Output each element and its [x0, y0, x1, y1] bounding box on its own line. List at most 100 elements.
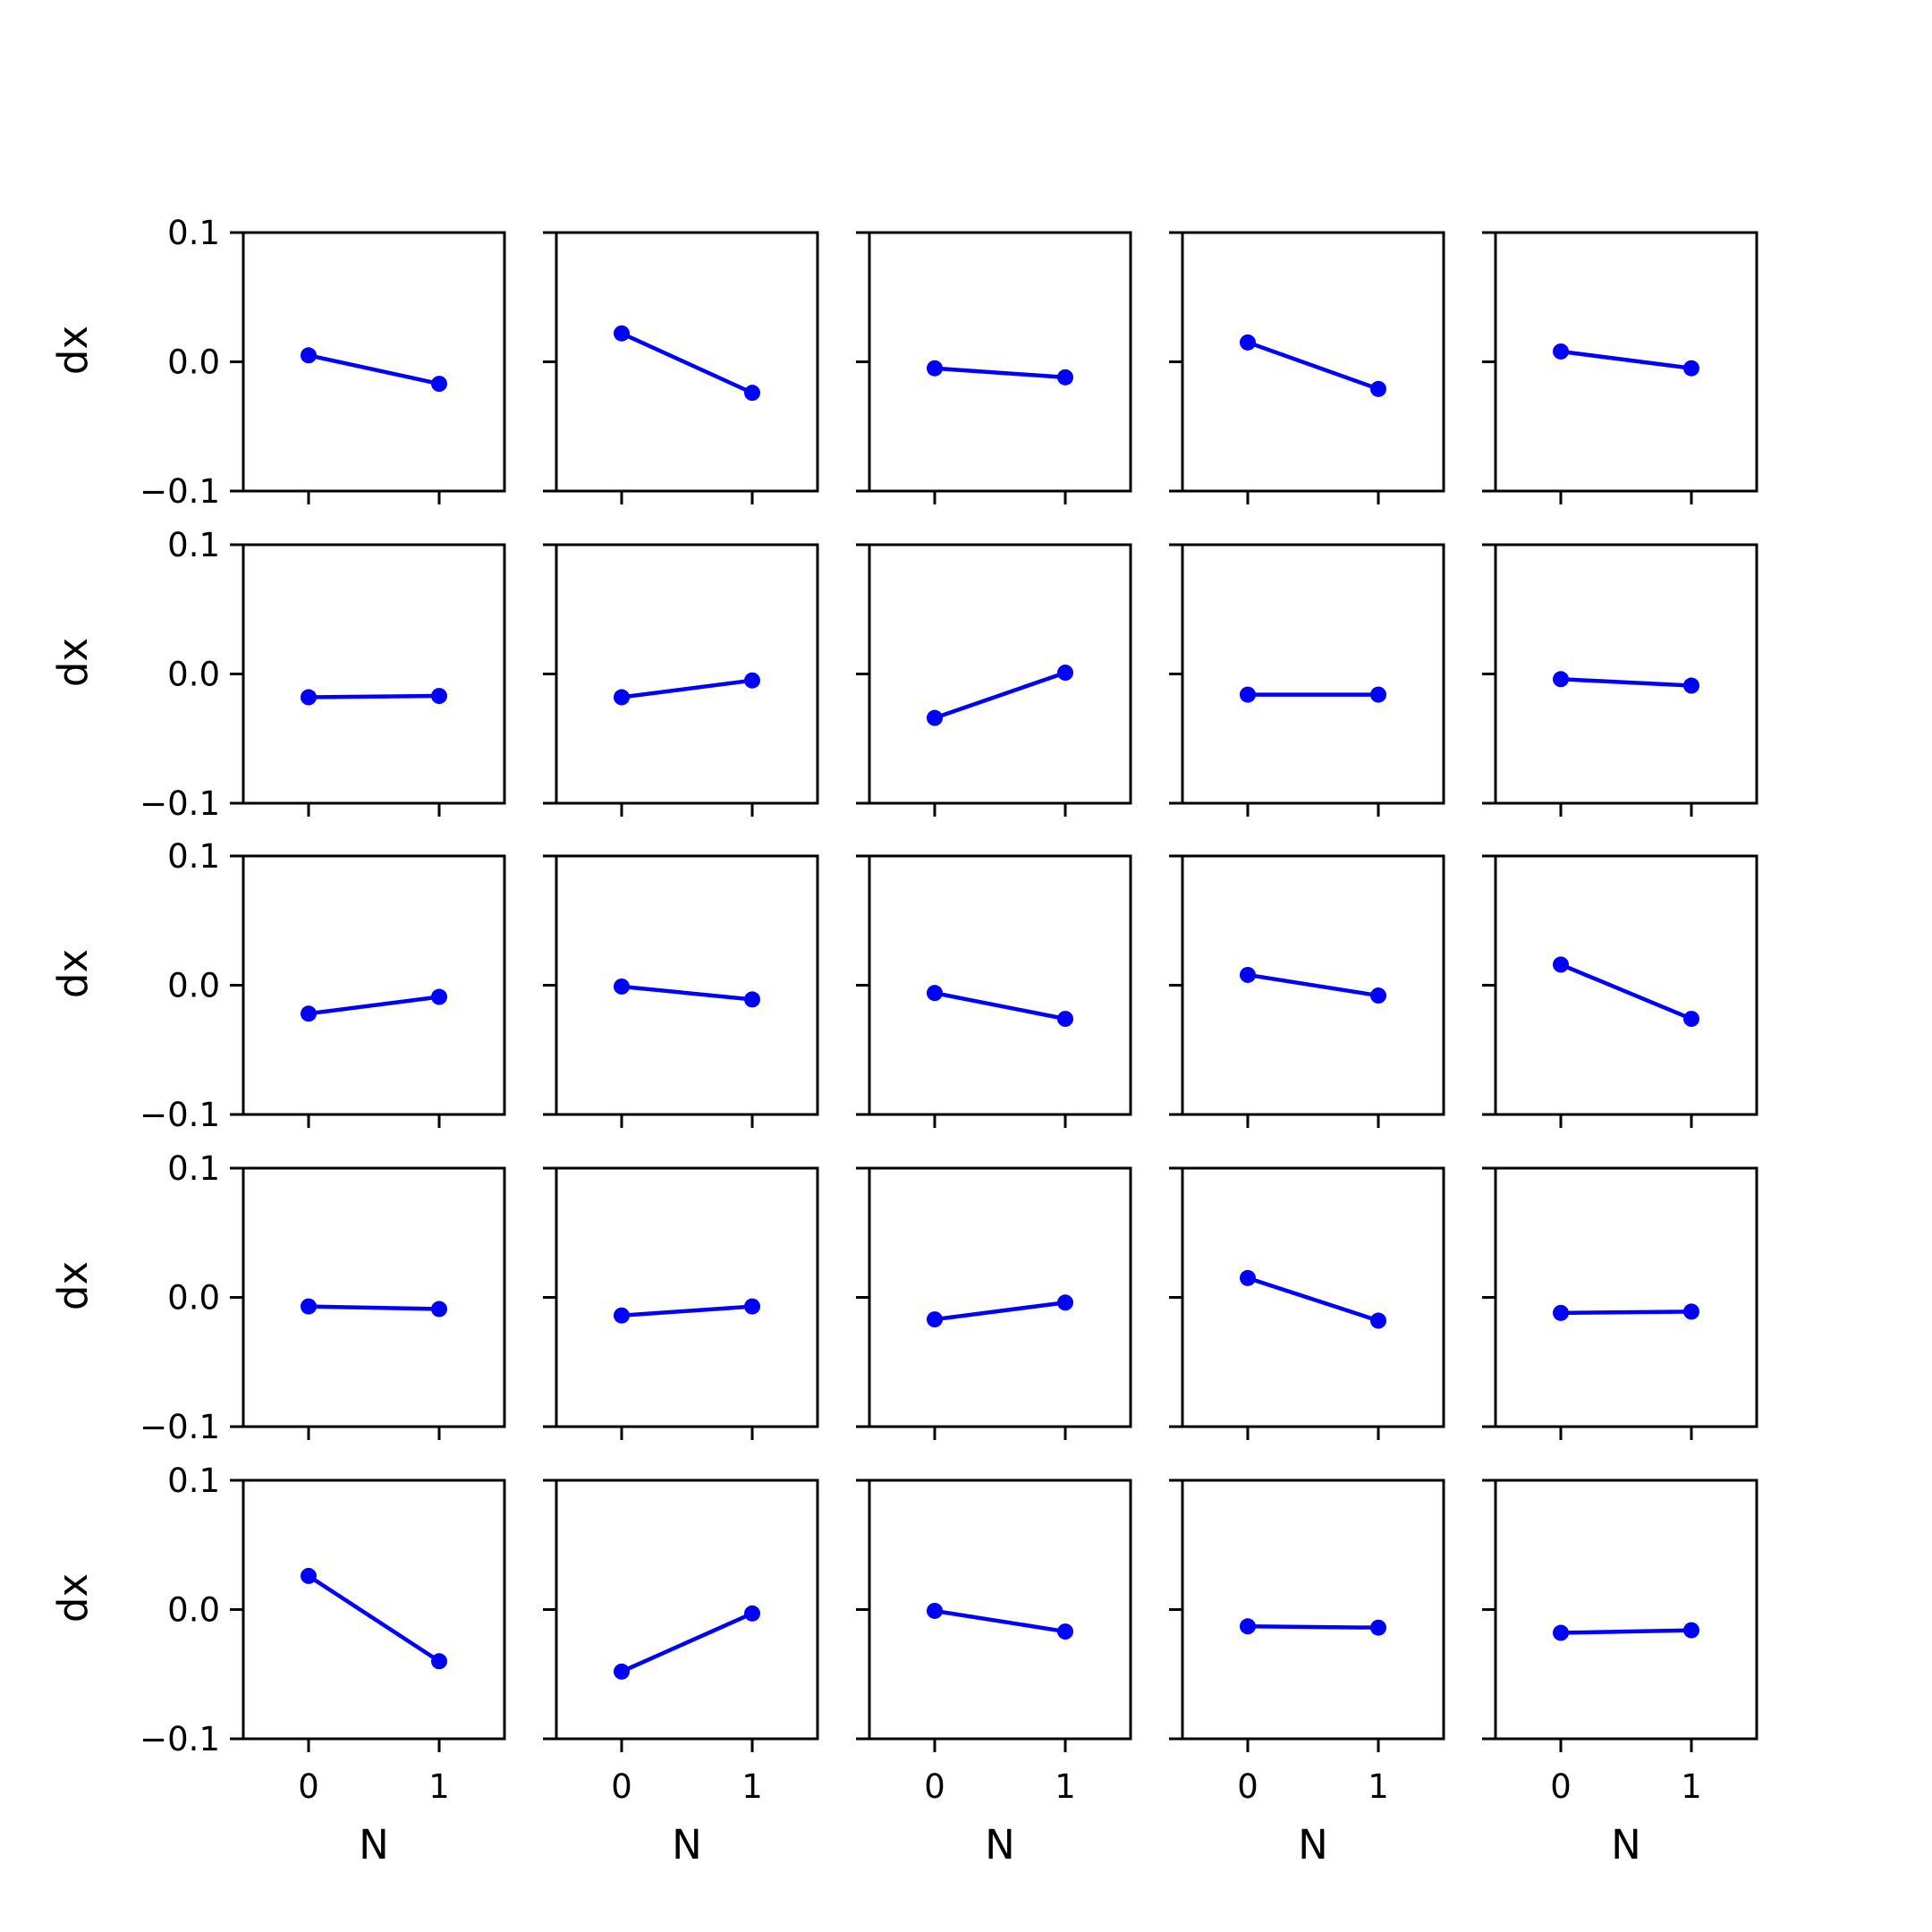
panel-grid: 0.10.0−0.1dx0.10.0−0.1dx0.10.0−0.1dx0.10…: [49, 214, 1758, 1868]
panel-r0-c1: [543, 231, 819, 504]
data-point: [1553, 343, 1569, 360]
data-point: [301, 347, 317, 364]
data-point: [1553, 956, 1569, 973]
data-point: [614, 1307, 630, 1324]
x-tick-label: 1: [1681, 1767, 1702, 1806]
data-point: [1370, 1619, 1386, 1636]
data-point: [301, 1298, 317, 1315]
y-axis-label: dx: [49, 1261, 97, 1310]
y-tick-label: −0.1: [140, 784, 220, 823]
data-point: [1240, 334, 1256, 351]
panel-r3-c0: 0.1 0.0 −0.1 dx: [49, 1149, 506, 1446]
series-line: [932, 1300, 1068, 1322]
series-line: [1558, 349, 1694, 371]
data-point: [1057, 1294, 1073, 1311]
series-line: [619, 1304, 755, 1318]
series-line: [1245, 339, 1381, 392]
panel-r0-c0: 0.1 0.0 −0.1 dx: [49, 214, 506, 511]
y-tick-label: −0.1: [140, 1096, 220, 1134]
data-point: [927, 1602, 943, 1619]
x-tick-label: 1: [428, 1767, 450, 1806]
x-tick-label: 0: [298, 1767, 319, 1806]
series-line: [306, 352, 442, 386]
y-axis-label: dx: [49, 1573, 97, 1623]
data-point: [1240, 1618, 1256, 1635]
data-point: [1240, 1269, 1256, 1286]
data-point: [1370, 380, 1386, 397]
y-tick-label: 0.0: [167, 967, 220, 1005]
data-point: [927, 709, 943, 726]
panel-r3-c1: [543, 1166, 819, 1440]
x-axis-label: N: [985, 1821, 1015, 1868]
data-point: [927, 1311, 943, 1328]
data-point: [1240, 966, 1256, 983]
panel-r1-c2: [856, 543, 1132, 817]
x-tick-label: 0: [611, 1767, 632, 1806]
data-point: [1683, 677, 1699, 694]
x-tick-label: 0: [924, 1767, 945, 1806]
data-point: [1553, 671, 1569, 688]
y-tick-label: 0.1: [167, 526, 220, 564]
data-point: [431, 988, 447, 1005]
panel-r4-c0: 0.1 0.0 −0.1 0 1 dx N: [49, 1462, 506, 1868]
series-line: [306, 1304, 442, 1311]
y-tick-label: 0.0: [167, 656, 220, 694]
y-axis-label: dx: [49, 638, 97, 687]
y-tick-label: 0.1: [167, 1149, 220, 1188]
panel-r1-c0: 0.1 0.0 −0.1 dx: [49, 526, 506, 823]
series-line: [306, 693, 442, 699]
panel-r3-c4: [1482, 1166, 1758, 1440]
data-point: [614, 978, 630, 995]
data-point: [1683, 1622, 1699, 1639]
panel-r1-c1: [543, 543, 819, 817]
data-point: [1057, 369, 1073, 386]
y-tick-label: 0.1: [167, 1462, 220, 1500]
series-line: [932, 366, 1068, 380]
data-point: [614, 689, 630, 706]
data-point: [1370, 686, 1386, 703]
series-line: [1245, 972, 1381, 998]
series-line: [619, 330, 755, 396]
data-point: [1683, 1011, 1699, 1028]
series-line: [1245, 1275, 1381, 1324]
panel-r0-c2: [856, 231, 1132, 504]
series-line: [932, 1608, 1068, 1634]
y-tick-label: 0.0: [167, 1279, 220, 1318]
panel-r4-c2: 0 1 N: [856, 1479, 1132, 1868]
panel-r1-c4: [1482, 543, 1758, 817]
x-axis-label: N: [1298, 1821, 1328, 1868]
data-point: [1057, 665, 1073, 682]
data-point: [1240, 686, 1256, 703]
series-line: [1558, 676, 1694, 688]
x-axis-label: N: [1611, 1821, 1641, 1868]
data-point: [1553, 1624, 1569, 1641]
panel-r0-c4: [1482, 231, 1758, 504]
y-tick-label: 0.1: [167, 214, 220, 252]
data-point: [1057, 1011, 1073, 1028]
y-tick-label: 0.0: [167, 343, 220, 382]
series-line: [619, 1610, 755, 1674]
data-point: [614, 325, 630, 342]
data-point: [431, 1653, 447, 1670]
series-line: [1558, 1309, 1694, 1316]
data-point: [744, 385, 760, 402]
panel-r1-c3: [1169, 543, 1445, 817]
y-tick-label: −0.1: [140, 1408, 220, 1446]
data-point: [744, 1605, 760, 1622]
series-line: [932, 990, 1068, 1021]
data-point: [431, 1301, 447, 1318]
panel-r2-c1: [543, 854, 819, 1128]
panel-r2-c0: 0.1 0.0 −0.1 dx: [49, 837, 506, 1134]
y-tick-label: 0.0: [167, 1591, 220, 1630]
series-line: [306, 994, 442, 1016]
panel-r4-c3: 0 1 N: [1169, 1479, 1445, 1868]
data-point: [1370, 987, 1386, 1004]
panel-r3-c3: [1169, 1166, 1445, 1440]
data-point: [614, 1663, 630, 1680]
x-tick-label: 0: [1550, 1767, 1572, 1806]
data-point: [301, 689, 317, 706]
x-axis-label: N: [672, 1821, 702, 1868]
series-line: [1558, 1628, 1694, 1635]
series-line: [619, 984, 755, 1002]
